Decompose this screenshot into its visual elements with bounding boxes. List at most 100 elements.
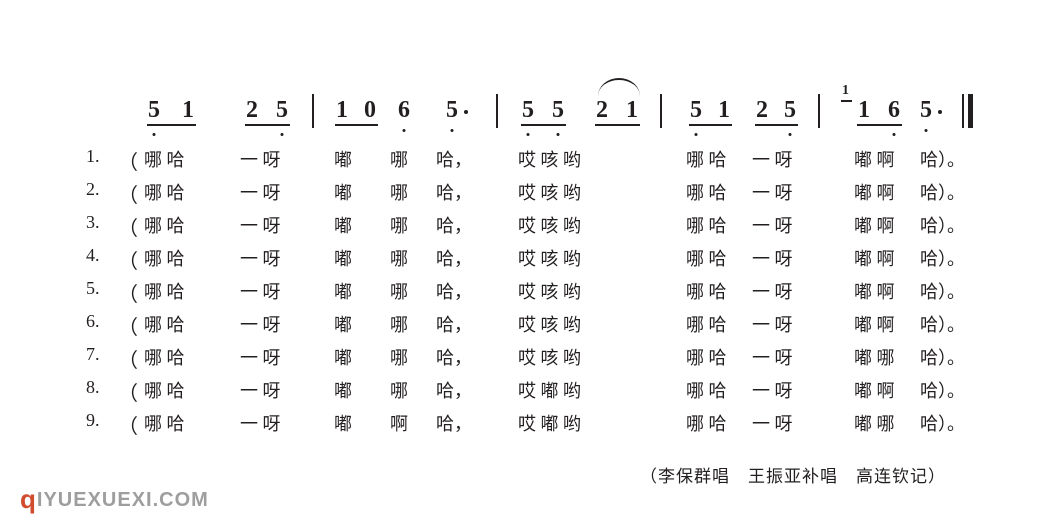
barline xyxy=(496,94,498,128)
note: 5 xyxy=(148,98,160,122)
lyric-syllable: 哈）。 xyxy=(920,245,965,271)
lyric-syllable: 一 呀 xyxy=(752,146,793,172)
grace-note: 1 xyxy=(842,84,849,98)
watermark-rest: IYUEXUEXI.COM xyxy=(37,489,209,511)
lyric-syllable: 哈， xyxy=(436,179,472,205)
lyric-syllable: 嘟 xyxy=(334,146,352,172)
lyric-syllable: 哪 哈 xyxy=(686,311,727,337)
note: 5 xyxy=(522,98,534,122)
lyric-syllable: 一 呀 xyxy=(752,278,793,304)
lyric-syllable: 哎 咳 哟 xyxy=(518,278,581,304)
lyric-syllable: 一 呀 xyxy=(752,179,793,205)
lyric-syllable: 哪 xyxy=(390,212,408,238)
watermark: qIYUEXUEXI.COM xyxy=(20,484,209,515)
jianpu-notation: 51251065552151251165 xyxy=(0,98,1056,138)
lyric-row: 5.（哪 哈一 呀嘟哪哈，哎 咳 哟哪 哈一 呀嘟 啊哈）。 xyxy=(0,278,1056,311)
lyric-syllable: 一 呀 xyxy=(240,146,281,172)
lyric-syllable: 哪 哈 xyxy=(686,245,727,271)
lyric-syllable: 嘟 xyxy=(334,212,352,238)
note: 1 xyxy=(336,98,348,122)
lyric-syllable: 一 呀 xyxy=(752,311,793,337)
lyric-syllable: 哪 哈 xyxy=(144,212,185,238)
lyric-syllable: 哈）。 xyxy=(920,179,965,205)
paren-open: （ xyxy=(118,377,138,406)
barline xyxy=(818,94,820,128)
verse-number: 1. xyxy=(86,146,100,167)
note: 2 xyxy=(756,98,768,122)
lyric-syllable: 哎 咳 哟 xyxy=(518,344,581,370)
lyric-syllable: 嘟 啊 xyxy=(854,377,895,403)
lyric-syllable: 哪 xyxy=(390,278,408,304)
note: 5 xyxy=(690,98,702,122)
lyric-syllable: 哈）。 xyxy=(920,212,965,238)
verse-number: 8. xyxy=(86,377,100,398)
paren-open: （ xyxy=(118,344,138,373)
lyric-syllable: 哪 哈 xyxy=(144,179,185,205)
lyric-syllable: 哪 xyxy=(390,377,408,403)
lyric-syllable: 哪 哈 xyxy=(144,278,185,304)
lyric-syllable: 啊 xyxy=(390,410,408,436)
verse-number: 4. xyxy=(86,245,100,266)
lyric-syllable: 哎 咳 哟 xyxy=(518,245,581,271)
paren-open: （ xyxy=(118,212,138,241)
lyric-syllable: 哎 嘟 哟 xyxy=(518,377,581,403)
paren-open: （ xyxy=(118,146,138,175)
lyric-syllable: 哈， xyxy=(436,245,472,271)
lyric-syllable: 一 呀 xyxy=(240,410,281,436)
paren-open: （ xyxy=(118,179,138,208)
paren-open: （ xyxy=(118,278,138,307)
lyric-syllable: 嘟 啊 xyxy=(854,179,895,205)
lyric-syllable: 哪 xyxy=(390,179,408,205)
verse-number: 7. xyxy=(86,344,100,365)
beam xyxy=(755,124,798,126)
lyric-syllable: 哎 咳 哟 xyxy=(518,146,581,172)
note: 0 xyxy=(364,98,376,122)
verse-number: 6. xyxy=(86,311,100,332)
lyric-syllable: 哎 咳 哟 xyxy=(518,212,581,238)
beam xyxy=(841,100,852,102)
note: 6 xyxy=(398,98,410,122)
beam xyxy=(689,124,732,126)
beam xyxy=(595,124,640,126)
lyric-row: 7.（哪 哈一 呀嘟哪哈，哎 咳 哟哪 哈一 呀嘟 哪哈）。 xyxy=(0,344,1056,377)
lyric-row: 1.（哪 哈一 呀嘟哪哈，哎 咳 哟哪 哈一 呀嘟 啊哈）。 xyxy=(0,146,1056,179)
lyric-syllable: 一 呀 xyxy=(752,410,793,436)
lyric-syllable: 一 呀 xyxy=(240,212,281,238)
lyric-row: 9.（哪 哈一 呀嘟啊哈，哎 嘟 哟哪 哈一 呀嘟 哪哈）。 xyxy=(0,410,1056,443)
lyric-syllable: 一 呀 xyxy=(240,311,281,337)
lyric-syllable: 一 呀 xyxy=(752,245,793,271)
verse-number: 2. xyxy=(86,179,100,200)
lyric-syllable: 嘟 啊 xyxy=(854,146,895,172)
note: 1 xyxy=(858,98,870,122)
lyric-syllable: 哪 xyxy=(390,245,408,271)
verse-number: 3. xyxy=(86,212,100,233)
beam xyxy=(245,124,290,126)
lyric-syllable: 一 呀 xyxy=(752,377,793,403)
dot xyxy=(938,110,942,114)
note: 5 xyxy=(920,98,932,122)
note: 6 xyxy=(888,98,900,122)
note: 1 xyxy=(182,98,194,122)
paren-open: （ xyxy=(118,410,138,439)
barline xyxy=(312,94,314,128)
lyric-syllable: 哈）。 xyxy=(920,146,965,172)
lyric-syllable: 一 呀 xyxy=(240,377,281,403)
lyric-row: 6.（哪 哈一 呀嘟哪哈，哎 咳 哟哪 哈一 呀嘟 啊哈）。 xyxy=(0,311,1056,344)
lyric-syllable: 哈， xyxy=(436,212,472,238)
lyric-syllable: 嘟 啊 xyxy=(854,245,895,271)
lyric-syllable: 嘟 哪 xyxy=(854,410,895,436)
lyric-syllable: 哈， xyxy=(436,146,472,172)
lyric-syllable: 哪 哈 xyxy=(686,212,727,238)
lyric-syllable: 哈， xyxy=(436,410,472,436)
lyric-syllable: 哈）。 xyxy=(920,410,965,436)
lyric-syllable: 一 呀 xyxy=(752,212,793,238)
lyric-syllable: 哪 哈 xyxy=(686,377,727,403)
lyric-syllable: 哪 哈 xyxy=(144,410,185,436)
verse-number: 5. xyxy=(86,278,100,299)
lyric-syllable: 哎 咳 哟 xyxy=(518,311,581,337)
lyric-syllable: 一 呀 xyxy=(240,278,281,304)
lyric-syllable: 嘟 啊 xyxy=(854,311,895,337)
note: 5 xyxy=(276,98,288,122)
note: 2 xyxy=(246,98,258,122)
lyric-syllable: 哈， xyxy=(436,278,472,304)
